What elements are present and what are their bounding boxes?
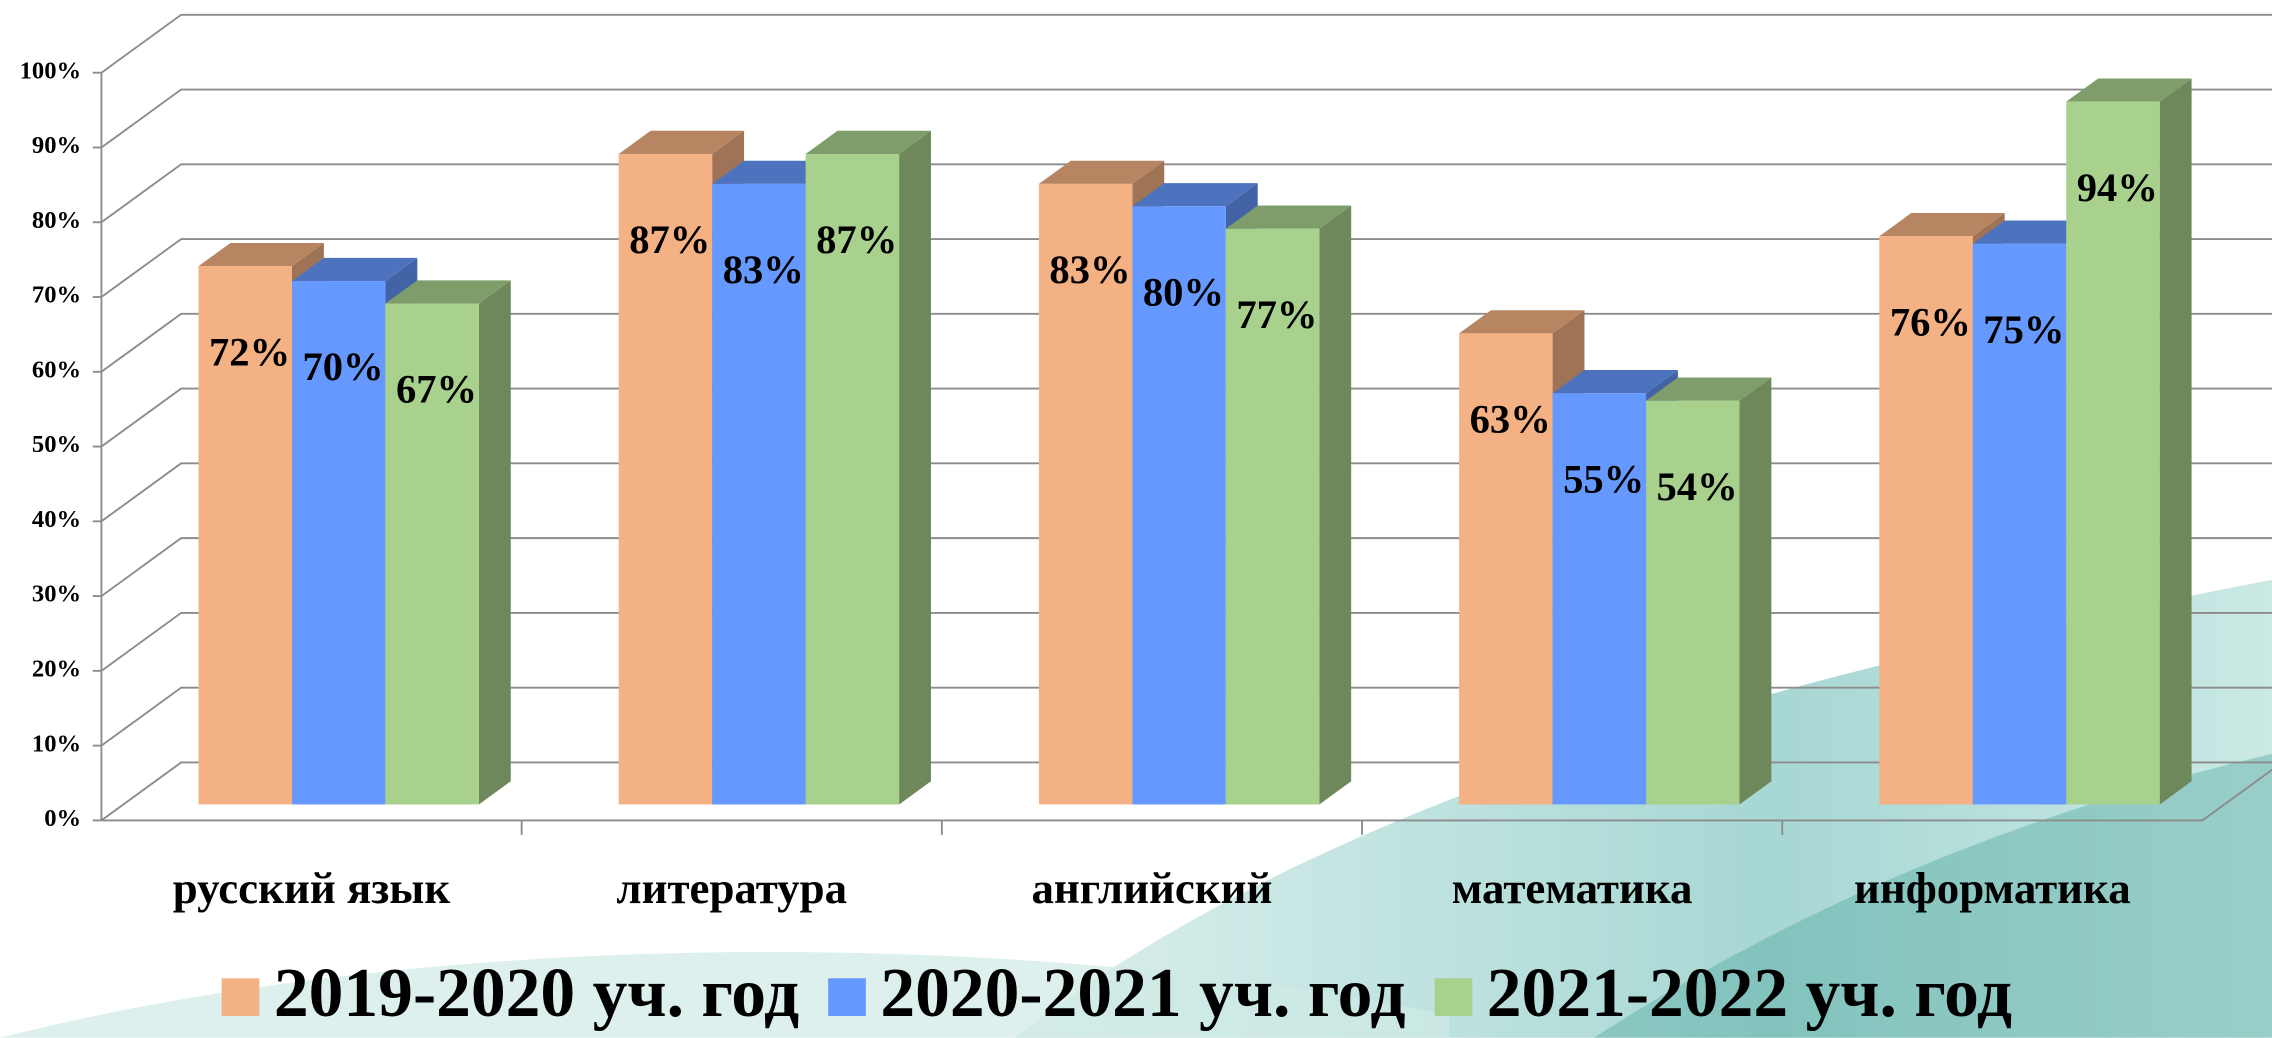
bar-front — [618, 153, 713, 805]
bar-top — [1132, 183, 1258, 207]
bar-top — [1459, 310, 1585, 334]
value-label: 54% — [1657, 464, 1738, 509]
y-tick-label: 10% — [32, 730, 81, 757]
y-tick-label: 60% — [32, 356, 81, 383]
bar-front — [1972, 243, 2067, 805]
bar-top — [805, 130, 931, 154]
bar-top — [291, 257, 418, 282]
value-label: 76% — [1890, 299, 1971, 344]
y-tick-label: 0% — [44, 805, 81, 832]
bar-side — [899, 130, 931, 805]
bar-front — [1132, 206, 1226, 805]
value-label: 77% — [1236, 292, 1317, 337]
bar-front — [1879, 236, 1973, 805]
bar-front — [712, 183, 806, 805]
bar-front — [2066, 101, 2160, 805]
value-label: 83% — [723, 247, 804, 292]
grid-line — [100, 163, 2272, 224]
y-tick-label: 40% — [32, 506, 81, 533]
value-label: 75% — [1983, 307, 2064, 352]
y-tick-label: 50% — [32, 431, 81, 458]
bar-front — [1225, 228, 1320, 805]
y-tick-label: 70% — [32, 282, 81, 309]
bar-side — [1739, 377, 1772, 805]
y-tick-label: 20% — [32, 656, 81, 683]
bar — [805, 130, 931, 805]
bar-top — [2066, 78, 2192, 102]
grid-line — [100, 88, 2272, 149]
bar — [385, 280, 511, 805]
legend-label: 2019-2020 уч. год — [274, 955, 799, 1032]
bar-top — [198, 242, 324, 267]
y-tick-label: 90% — [32, 132, 81, 159]
y-tick-label: 100% — [20, 57, 82, 84]
legend-swatch — [828, 978, 866, 1016]
bar-top — [1225, 205, 1352, 229]
value-label: 80% — [1143, 269, 1224, 314]
x-tick-label: информатика — [1854, 863, 2131, 913]
value-label: 72% — [209, 329, 290, 374]
value-label: 94% — [2077, 165, 2158, 210]
value-label: 87% — [629, 217, 710, 262]
value-label: 87% — [816, 217, 897, 262]
bar-side — [2159, 78, 2192, 805]
plot-area: 0% 10% 20% 30% 40% 50% 60% 70% 80% 90% 100% русский… — [20, 13, 2272, 1032]
value-label: 70% — [302, 344, 383, 389]
x-tick-label: русский язык — [173, 863, 451, 913]
x-tick-label: литература — [616, 863, 847, 913]
bar-front — [1038, 183, 1133, 805]
y-tick-label: 30% — [32, 581, 81, 608]
bar — [2066, 78, 2192, 805]
bar-top — [618, 130, 745, 154]
value-label: 63% — [1470, 397, 1551, 442]
y-tick-label: 80% — [32, 207, 81, 234]
legend-label: 2020-2021 уч. год — [880, 955, 1405, 1032]
legend-swatch — [1434, 978, 1473, 1016]
x-axis — [101, 768, 2272, 822]
bar-front — [385, 303, 479, 805]
bar-front — [198, 266, 292, 805]
value-label: 55% — [1563, 456, 1644, 501]
bar-side — [478, 280, 511, 805]
x-tick-label: математика — [1452, 863, 1693, 913]
bar-side — [1319, 205, 1352, 805]
bar — [1646, 377, 1772, 805]
bar-top — [385, 280, 511, 304]
bar-front — [1552, 393, 1647, 805]
bar-top — [1879, 213, 2005, 237]
legend-swatch — [221, 978, 260, 1016]
bar-top — [1038, 160, 1165, 184]
x-tick-label: английский — [1031, 863, 1272, 913]
grid-line — [100, 13, 2272, 74]
bar-top — [1552, 370, 1678, 394]
bar-front — [805, 153, 900, 805]
legend-label: 2021-2022 уч. год — [1487, 955, 2012, 1032]
value-label: 83% — [1049, 247, 1130, 292]
bar-front — [291, 281, 386, 805]
value-label: 67% — [396, 367, 477, 412]
bar-top — [1646, 377, 1772, 401]
bar — [1225, 205, 1352, 805]
grid-line — [100, 238, 2272, 298]
bar-front — [1646, 400, 1740, 805]
bar-front — [1459, 333, 1553, 805]
